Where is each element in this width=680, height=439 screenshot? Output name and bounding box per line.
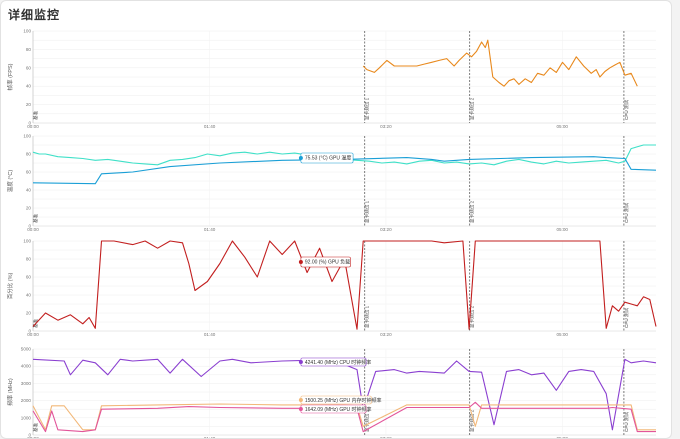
series-line-fps[interactable] [362,39,638,87]
x-tick-label: 05:00 [556,227,568,232]
y-tick-label: 80 [26,257,32,262]
event-marker-label: CPU 测试 [623,307,630,328]
chart-panel-2: 0 20 40 60 80 100 温度 (°C) 00:00 01:40 03:20 05:00 基… [6,134,657,232]
y-tick-label: 0 [28,121,31,126]
x-tick-label: 01:40 [204,436,216,439]
event-marker-label: 显卡测试 1 [364,97,371,120]
event-marker-label: 基准 [32,422,39,432]
y-tick-label: 60 [26,275,32,280]
series-line-gpu_temp[interactable] [32,156,657,185]
y-tick-label: 20 [26,102,32,107]
y-tick-label: 4000 [21,364,32,369]
x-tick-label: 00:00 [27,332,39,337]
event-marker-label: 显卡测试 2 [469,97,476,120]
x-tick-label: 05:00 [556,124,568,129]
event-marker-label: CPU 测试 [623,99,630,120]
y-tick-label: 5000 [21,347,32,352]
y-tick-label: 40 [26,188,32,193]
y-tick-label: 20 [26,206,32,211]
x-tick-label: 03:20 [380,436,392,439]
x-tick-label: 01:40 [204,124,216,129]
x-tick-label: 03:20 [380,332,392,337]
chart-panel-4: 0 1000 2000 3000 4000 5000 频率 (MHz) 00:00 01:40 0… [6,347,657,439]
y-tick-label: 40 [26,84,32,89]
x-tick-label: 01:40 [204,332,216,337]
y-axis-label: 频率 (MHz) [6,378,14,406]
y-tick-label: 100 [23,134,31,139]
y-tick-label: 80 [26,152,32,157]
y-axis-label: 帧率 (FPS) [6,63,14,90]
y-tick-label: 60 [26,170,32,175]
tooltip-text: 1500.25 (MHz) GPU 内存时钟频率 [305,397,382,404]
chart-panel-1: 0 20 40 60 80 100 帧率 (FPS) 00:00 01:40 03:20 05:00… [6,29,656,129]
y-tick-label: 100 [23,29,31,34]
event-marker-label: 显卡测试 1 [364,409,371,432]
tooltip-text: 92.00 (%) GPU 负载 [305,259,350,266]
x-tick-label: 03:20 [380,227,392,232]
tooltip-dot [298,156,303,160]
y-axis-label: 百分比 (%) [6,273,14,300]
event-marker-label: 显卡测试 2 [469,305,476,328]
y-tick-label: 2000 [21,398,32,403]
y-tick-label: 40 [26,293,32,298]
event-marker-label: 显卡测试 2 [469,409,476,432]
page-title: 详细监控 [8,8,61,22]
x-tick-label: 00:00 [27,436,39,439]
event-marker-label: 显卡测试 1 [364,305,371,328]
series-line-usage[interactable] [32,240,657,330]
y-tick-label: 0 [28,433,31,438]
tooltip-dot [298,260,303,264]
tooltip-dot [298,407,303,411]
x-tick-label: 05:00 [556,332,568,337]
y-tick-label: 80 [26,47,32,52]
y-tick-label: 60 [26,65,32,70]
series-line-gpu_mem_clock[interactable] [32,403,656,431]
tooltip-dot [298,360,303,364]
tooltip-text: 4241.40 (MHz) CPU 时钟频率 [305,359,371,366]
event-marker-label: 基准 [32,213,39,223]
x-tick-label: 03:20 [380,124,392,129]
y-tick-label: 1000 [21,415,32,420]
y-tick-label: 100 [23,239,31,244]
x-tick-label: 00:00 [27,227,39,232]
event-marker-label: 显卡测试 2 [469,200,476,223]
tooltip-dot [298,398,303,402]
y-tick-label: 3000 [21,381,32,386]
series-line-cpu_clock[interactable] [32,358,657,431]
event-marker-label: CPU 测试 [623,202,630,223]
y-axis-label: 温度 (°C) [6,170,14,193]
x-tick-label: 01:40 [204,227,216,232]
x-tick-label: 00:00 [27,124,39,129]
y-tick-label: 0 [28,329,31,334]
y-tick-label: 20 [26,311,32,316]
tooltip-text: 1642.09 (MHz) GPU 时钟频率 [305,406,372,413]
event-marker-label: 显卡测试 1 [364,200,371,223]
event-marker-label: CPU 测试 [623,411,630,432]
y-tick-label: 0 [28,224,31,229]
x-tick-label: 05:00 [556,436,568,439]
event-marker-label: 基准 [32,110,39,120]
tooltip-text: 75.53 (°C) GPU 温度 [305,155,351,162]
